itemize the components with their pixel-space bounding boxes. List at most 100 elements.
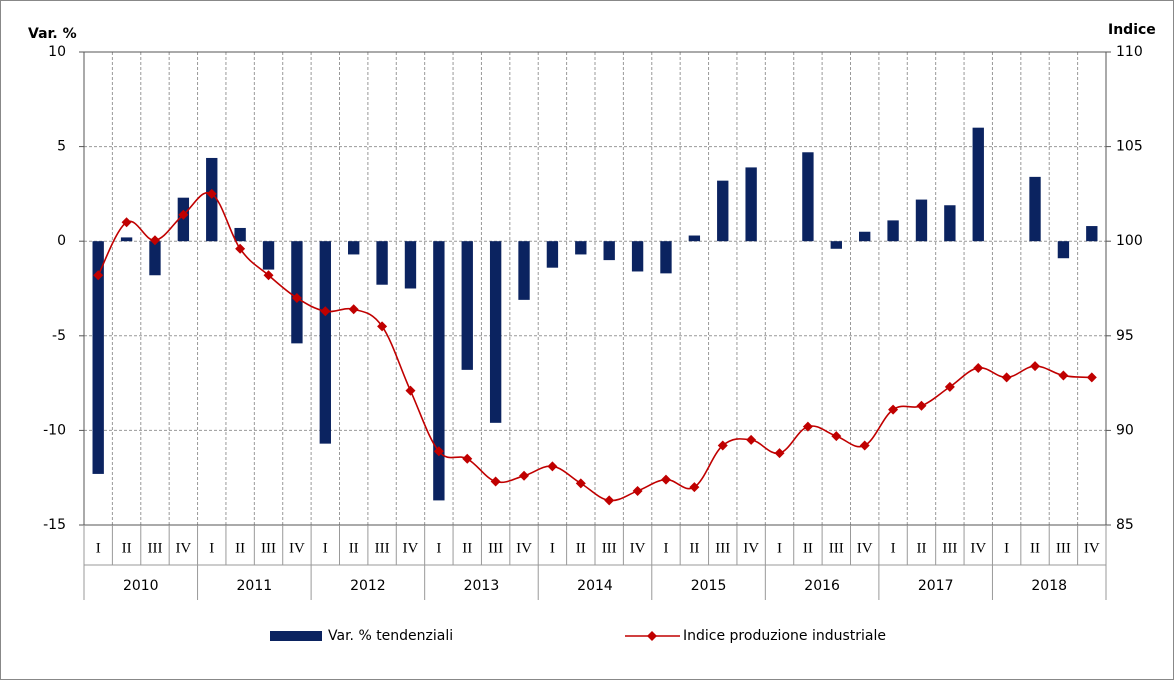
year-label: 2016 bbox=[804, 578, 840, 594]
x-tick-label: IV bbox=[743, 540, 759, 556]
marker bbox=[888, 404, 899, 415]
marker bbox=[717, 440, 728, 451]
x-tick-label: IV bbox=[1084, 540, 1100, 556]
x-tick-label: III bbox=[942, 540, 957, 556]
y2-axis-title: Indice bbox=[1108, 22, 1156, 38]
y-axis-title: Var. % bbox=[28, 26, 77, 42]
bar bbox=[944, 205, 956, 242]
year-label: 2012 bbox=[350, 578, 386, 594]
y2-tick-label: 110 bbox=[1116, 44, 1143, 60]
marker bbox=[802, 421, 813, 432]
marker bbox=[831, 431, 842, 442]
x-tick-label: II bbox=[689, 540, 699, 556]
bar bbox=[120, 237, 133, 242]
x-tick-label: II bbox=[1030, 540, 1040, 556]
x-tick-label: IV bbox=[289, 540, 305, 556]
x-tick-label: III bbox=[602, 540, 617, 556]
x-tick-label: III bbox=[261, 540, 276, 556]
x-tick-label: III bbox=[829, 540, 844, 556]
year-label: 2017 bbox=[918, 578, 954, 594]
y2-tick-label: 95 bbox=[1116, 328, 1134, 344]
bar bbox=[546, 241, 559, 268]
bar bbox=[660, 241, 672, 274]
bar bbox=[461, 241, 473, 370]
x-tick-label: II bbox=[462, 540, 472, 556]
year-label: 2018 bbox=[1031, 578, 1067, 594]
x-tick-label: I bbox=[436, 540, 441, 556]
legend-marker bbox=[647, 631, 657, 641]
bar bbox=[802, 152, 814, 242]
bar bbox=[489, 241, 502, 423]
marker bbox=[206, 188, 217, 199]
bar bbox=[631, 241, 644, 272]
marker bbox=[973, 362, 984, 373]
y2-tick-label: 85 bbox=[1116, 517, 1134, 533]
marker bbox=[1030, 361, 1041, 372]
bar bbox=[915, 199, 928, 242]
marker bbox=[1001, 372, 1012, 383]
x-tick-label: I bbox=[891, 540, 896, 556]
x-tick-label: I bbox=[323, 540, 328, 556]
marker bbox=[320, 306, 331, 317]
marker bbox=[149, 235, 160, 246]
marker bbox=[859, 440, 870, 451]
bar bbox=[92, 241, 104, 474]
x-tick-label: II bbox=[803, 540, 813, 556]
bar bbox=[830, 241, 842, 249]
marker bbox=[291, 292, 302, 303]
x-tick-label: IV bbox=[516, 540, 532, 556]
bar bbox=[433, 241, 445, 501]
year-label: 2011 bbox=[237, 578, 273, 594]
x-tick-label: I bbox=[550, 540, 555, 556]
marker bbox=[178, 209, 189, 220]
marker bbox=[1058, 370, 1069, 381]
marker bbox=[263, 270, 274, 281]
marker bbox=[348, 304, 359, 315]
marker bbox=[660, 474, 671, 485]
legend-label: Indice produzione industriale bbox=[683, 628, 886, 644]
x-tick-label: II bbox=[235, 540, 245, 556]
x-tick-label: IV bbox=[175, 540, 191, 556]
x-tick-label: II bbox=[916, 540, 926, 556]
y-tick-label: 10 bbox=[48, 44, 66, 60]
bar bbox=[1057, 241, 1070, 259]
marker bbox=[689, 482, 700, 493]
x-tick-label: IV bbox=[630, 540, 646, 556]
bar bbox=[859, 231, 871, 242]
marker bbox=[377, 321, 388, 332]
x-tick-label: I bbox=[663, 540, 668, 556]
x-tick-label: IV bbox=[403, 540, 419, 556]
bar bbox=[575, 241, 587, 255]
x-tick-label: IV bbox=[857, 540, 873, 556]
bar bbox=[262, 241, 275, 270]
marker bbox=[575, 478, 586, 489]
bar bbox=[972, 127, 984, 242]
marker bbox=[462, 453, 473, 464]
bar bbox=[376, 241, 388, 285]
bar bbox=[717, 180, 729, 242]
x-tick-label: III bbox=[147, 540, 162, 556]
y-tick-label: 5 bbox=[57, 139, 66, 155]
marker bbox=[774, 448, 785, 459]
marker bbox=[944, 381, 955, 392]
marker bbox=[1086, 372, 1097, 383]
y2-tick-label: 105 bbox=[1116, 139, 1143, 155]
marker bbox=[93, 270, 104, 281]
legend-label: Var. % tendenziali bbox=[328, 628, 453, 644]
bar bbox=[688, 235, 701, 242]
y2-tick-label: 100 bbox=[1116, 233, 1143, 249]
bar bbox=[348, 241, 360, 255]
bar bbox=[234, 227, 246, 242]
y-tick-label: 0 bbox=[57, 233, 66, 249]
x-tick-label: I bbox=[1004, 540, 1009, 556]
x-tick-label: I bbox=[777, 540, 782, 556]
marker bbox=[547, 461, 558, 472]
x-tick-label: III bbox=[1056, 540, 1071, 556]
bar bbox=[745, 167, 757, 242]
bar bbox=[887, 220, 899, 242]
marker bbox=[604, 495, 615, 506]
x-tick-label: II bbox=[349, 540, 359, 556]
x-tick-label: II bbox=[122, 540, 132, 556]
